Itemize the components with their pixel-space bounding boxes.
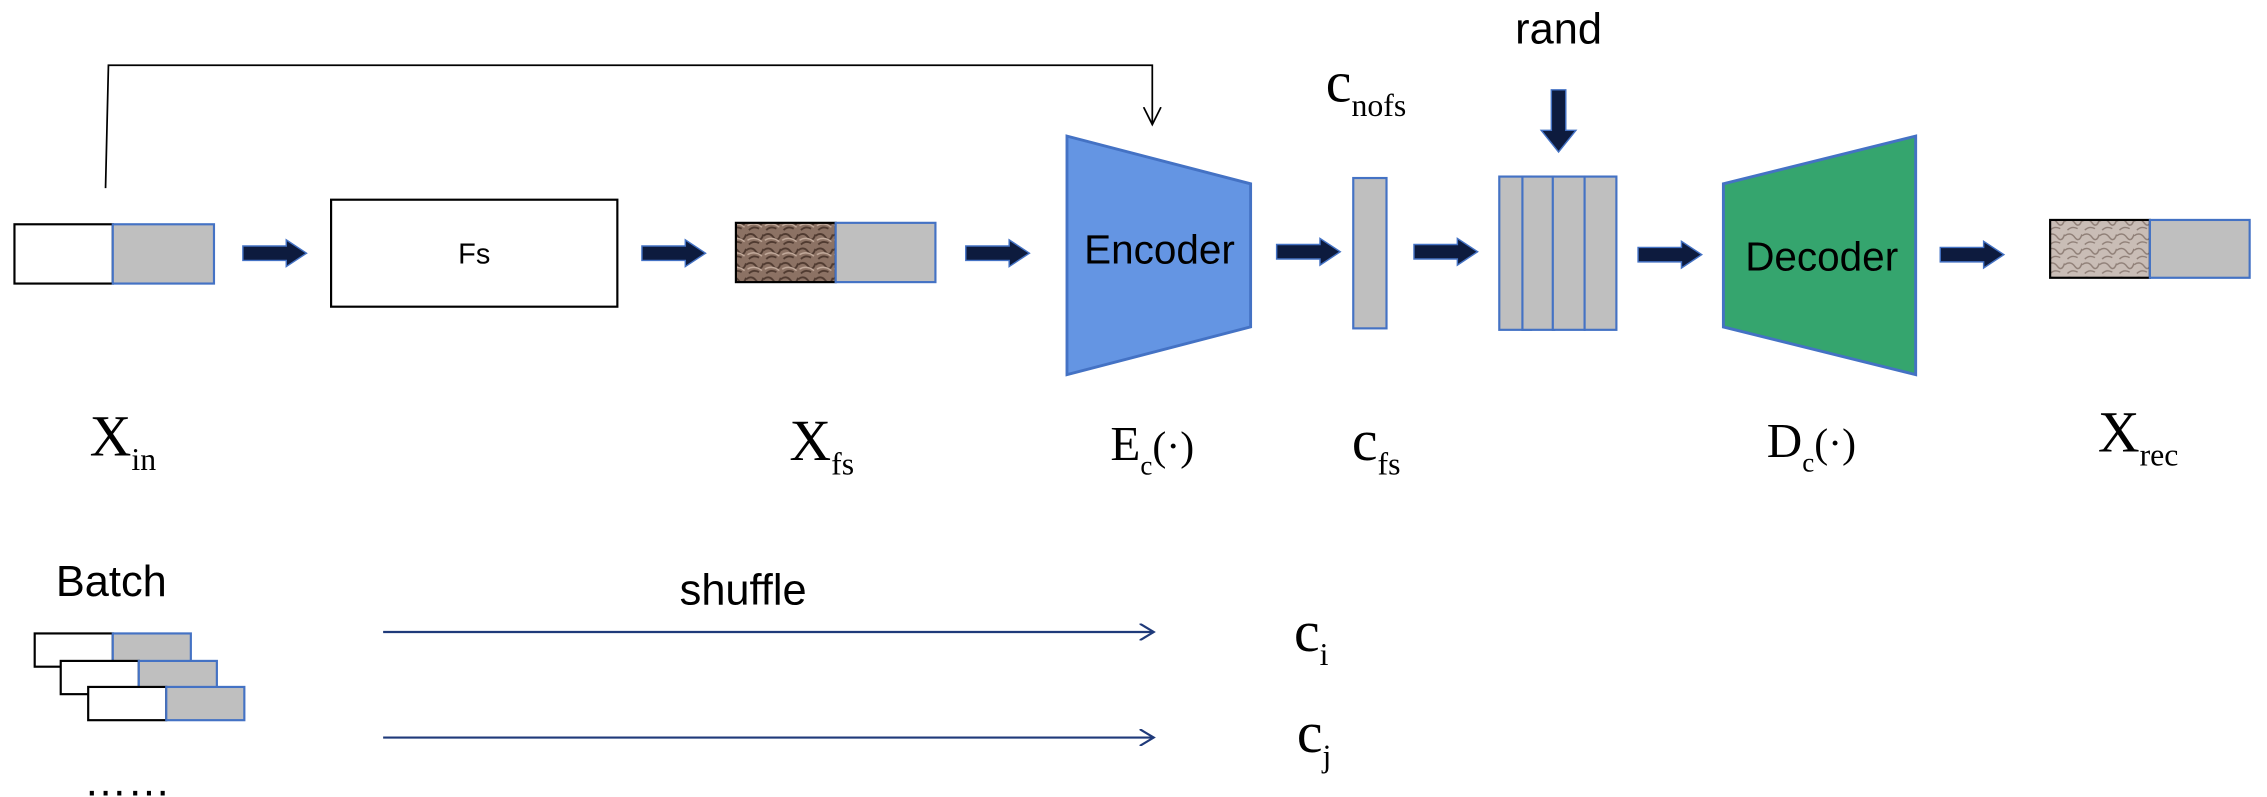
flow-arrow (1413, 237, 1479, 267)
flow-arrow (242, 238, 308, 268)
label-main: c (1297, 700, 1323, 765)
label-sub: nofs (1351, 88, 1406, 123)
texture-box (734, 221, 837, 284)
code-bar (1521, 175, 1556, 331)
flow-arrow (1637, 239, 1704, 270)
flow-arrow (1939, 239, 2006, 270)
math-label: Ec(·) (1110, 416, 1194, 480)
flow-arrow (965, 238, 1031, 268)
input-box (111, 223, 216, 285)
label-main: c (1294, 599, 1320, 664)
label-sub: c (1802, 448, 1814, 478)
skip-connection (104, 64, 1153, 189)
math-label: cnofs (1326, 49, 1406, 122)
label-sub: j (1322, 738, 1332, 773)
label-sub: i (1320, 637, 1329, 672)
fs-label: Fs (458, 238, 490, 270)
encoder-label: Encoder (1084, 226, 1235, 272)
rand-label: rand (1515, 6, 1602, 54)
math-label: Dc(·) (1767, 413, 1856, 477)
math-label: cfs (1352, 408, 1401, 481)
label-suffix: (·) (1152, 424, 1194, 470)
batch-label: Batch (56, 558, 167, 606)
batch-box (87, 685, 168, 722)
label-sub: fs (1377, 446, 1400, 481)
math-label: cj (1297, 700, 1332, 773)
input-box (2148, 218, 2251, 279)
input-box (13, 223, 114, 285)
decoder (1721, 134, 1918, 377)
fs-block (330, 198, 619, 308)
label-suffix: (·) (1814, 421, 1856, 467)
label-main: X (789, 408, 831, 473)
label-main: c (1352, 408, 1378, 473)
math-label: Xfs (789, 408, 854, 481)
math-label: Xin (90, 404, 157, 477)
label-main: X (90, 404, 132, 469)
math-label: Xrec (2098, 399, 2179, 472)
flow-arrow (1275, 237, 1342, 267)
label-sub: c (1140, 450, 1152, 480)
code-bar (1352, 176, 1388, 330)
decoder-label: Decoder (1745, 234, 1898, 280)
label-main: D (1767, 413, 1803, 468)
shuffle-label: shuffle (680, 567, 807, 615)
code-bar (1551, 175, 1586, 331)
encoder (1065, 134, 1253, 377)
code-bar (1583, 175, 1618, 331)
label-main: X (2098, 399, 2140, 464)
input-box (834, 221, 937, 284)
batch-box (165, 685, 246, 722)
label-sub: fs (831, 446, 854, 481)
texture-box (2049, 218, 2151, 279)
label-sub: rec (2140, 438, 2179, 473)
flow-arrows (242, 237, 2006, 270)
flow-arrow (641, 238, 707, 268)
math-label: ci (1294, 599, 1329, 672)
label-main: c (1326, 49, 1352, 114)
ellipsis: …… (84, 757, 171, 797)
rand-arrow (1539, 89, 1578, 154)
label-main: E (1110, 416, 1140, 471)
label-sub: in (131, 442, 156, 477)
